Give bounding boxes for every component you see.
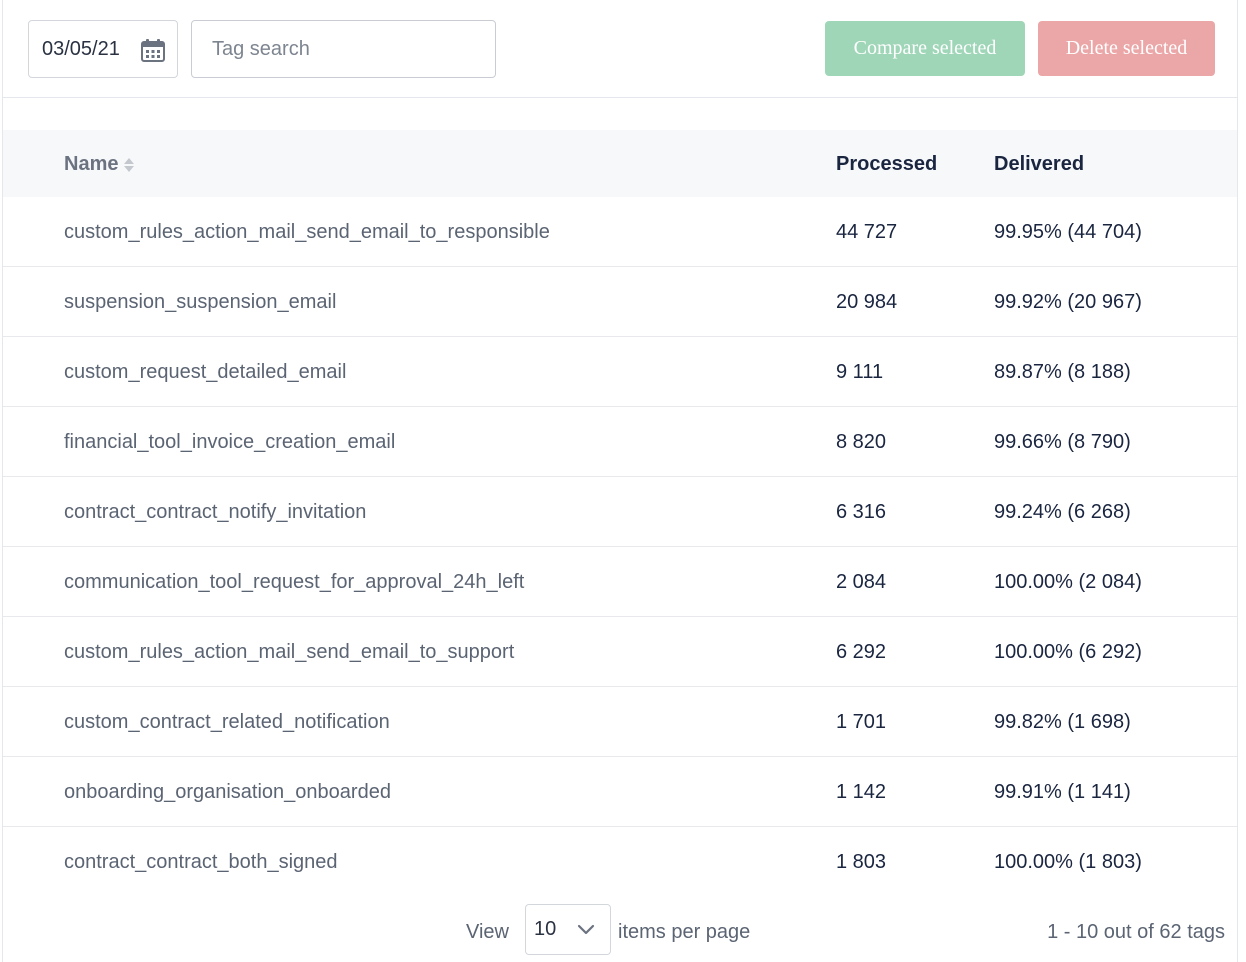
tag-name[interactable]: custom_request_detailed_email (64, 361, 347, 383)
table-row[interactable]: custom_request_detailed_email 9 111 89.8… (3, 337, 1237, 407)
pagination: View 10 items per page 1 - 10 out of 62 … (3, 900, 1237, 962)
tag-name[interactable]: custom_rules_action_mail_send_email_to_r… (64, 221, 550, 243)
items-per-page-label: items per page (618, 921, 751, 943)
tag-name[interactable]: contract_contract_both_signed (64, 851, 338, 873)
table-row[interactable]: custom_rules_action_mail_send_email_to_r… (3, 197, 1237, 267)
table-row[interactable]: contract_contract_notify_invitation 6 31… (3, 477, 1237, 547)
tag-search-input[interactable] (191, 20, 496, 78)
column-header-name-label: Name (64, 153, 119, 175)
delivered-rate: 100.00% (2 084) (994, 571, 1142, 593)
tag-name[interactable]: suspension_suspension_email (64, 291, 337, 313)
view-label: View (466, 921, 509, 943)
table-row[interactable]: onboarding_organisation_onboarded 1 142 … (3, 757, 1237, 827)
pagination-range: 1 - 10 out of 62 tags (1047, 921, 1225, 943)
per-page-value: 10 (534, 918, 557, 940)
delivered-rate: 100.00% (1 803) (994, 851, 1142, 873)
table-row[interactable]: custom_rules_action_mail_send_email_to_s… (3, 617, 1237, 687)
column-header-name[interactable]: Name (64, 153, 135, 176)
delete-selected-button[interactable]: Delete selected (1038, 21, 1215, 76)
table-row[interactable]: financial_tool_invoice_creation_email 8 … (3, 407, 1237, 477)
delivered-rate: 99.82% (1 698) (994, 711, 1131, 733)
tag-name[interactable]: custom_contract_related_notification (64, 711, 390, 733)
delivered-rate: 99.91% (1 141) (994, 781, 1131, 803)
tag-name[interactable]: contract_contract_notify_invitation (64, 501, 367, 523)
processed-count: 44 727 (836, 221, 898, 243)
chevron-down-icon (577, 924, 595, 935)
column-header-delivered: Delivered (994, 153, 1085, 175)
table-row[interactable]: custom_contract_related_notification 1 7… (3, 687, 1237, 757)
delivered-rate: 99.24% (6 268) (994, 501, 1131, 523)
delivered-rate: 100.00% (6 292) (994, 641, 1142, 663)
tag-name[interactable]: communication_tool_request_for_approval_… (64, 571, 525, 593)
column-header-processed: Processed (836, 153, 938, 175)
delivered-rate: 89.87% (8 188) (994, 361, 1131, 383)
compare-selected-button[interactable]: Compare selected (825, 21, 1025, 76)
table-header: Name Processed Delivered (3, 130, 1237, 197)
processed-count: 20 984 (836, 291, 898, 313)
delivered-rate: 99.66% (8 790) (994, 431, 1131, 453)
processed-count: 1 142 (836, 781, 887, 803)
per-page-select[interactable]: 10 (525, 904, 611, 955)
tag-name[interactable]: onboarding_organisation_onboarded (64, 781, 391, 803)
tags-table: Name Processed Delivered custom_rules_ac… (3, 130, 1237, 897)
tag-name[interactable]: financial_tool_invoice_creation_email (64, 431, 396, 453)
processed-count: 9 111 (836, 361, 884, 383)
date-value: 03/05/21 (42, 37, 120, 60)
delivered-rate: 99.95% (44 704) (994, 221, 1142, 243)
table-row[interactable]: contract_contract_both_signed 1 803 100.… (3, 827, 1237, 897)
sort-icon[interactable] (123, 155, 135, 175)
table-row[interactable]: suspension_suspension_email 20 984 99.92… (3, 267, 1237, 337)
processed-count: 1 701 (836, 711, 887, 733)
delivered-rate: 99.92% (20 967) (994, 291, 1142, 313)
processed-count: 6 292 (836, 641, 887, 663)
calendar-icon[interactable] (141, 38, 165, 62)
processed-count: 8 820 (836, 431, 887, 453)
tag-name[interactable]: custom_rules_action_mail_send_email_to_s… (64, 641, 515, 663)
table-body: custom_rules_action_mail_send_email_to_r… (3, 197, 1237, 897)
processed-count: 1 803 (836, 851, 887, 873)
date-picker[interactable]: 03/05/21 (28, 20, 178, 78)
processed-count: 2 084 (836, 571, 887, 593)
processed-count: 6 316 (836, 501, 887, 523)
table-row[interactable]: communication_tool_request_for_approval_… (3, 547, 1237, 617)
toolbar: 03/05/21 Compare selected Delete selecte… (3, 0, 1237, 98)
